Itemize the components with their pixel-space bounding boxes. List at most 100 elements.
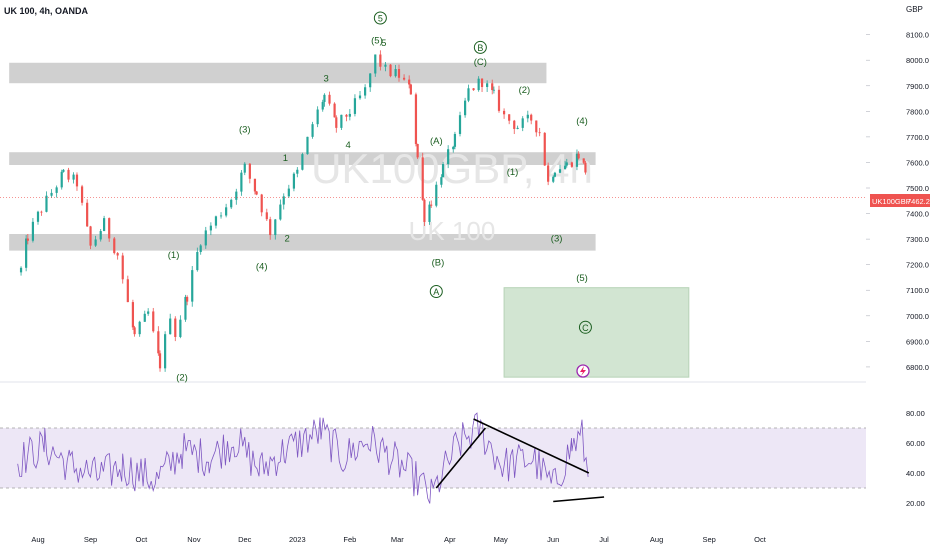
candle-body bbox=[55, 187, 58, 193]
candle-body bbox=[287, 188, 290, 197]
symbol-title: UK 100, 4h, OANDA bbox=[4, 6, 89, 16]
candle-body bbox=[26, 238, 29, 241]
candle-body bbox=[547, 165, 550, 182]
candle-body bbox=[526, 114, 529, 119]
candle-body bbox=[497, 89, 501, 111]
candle-body bbox=[538, 132, 541, 134]
candle-body bbox=[389, 64, 392, 77]
rsi-tick-label: 60.00 bbox=[906, 439, 925, 448]
wave-label: 1 bbox=[283, 153, 288, 164]
wave-label: (1) bbox=[507, 167, 519, 178]
candle-body bbox=[486, 83, 489, 87]
candle-body bbox=[584, 162, 587, 173]
candle-body bbox=[253, 178, 257, 192]
candle-body bbox=[133, 327, 136, 335]
time-tick-label: Nov bbox=[187, 535, 201, 544]
candle-body bbox=[364, 87, 367, 96]
price-tick-label: 8100.0 bbox=[906, 31, 929, 40]
candle-body bbox=[558, 169, 562, 173]
wave-label: (A) bbox=[430, 136, 443, 147]
candle-body bbox=[157, 331, 160, 354]
time-tick-label: May bbox=[494, 535, 508, 544]
candle-body bbox=[477, 78, 480, 91]
candle-body bbox=[204, 230, 207, 246]
candle-body bbox=[440, 177, 443, 185]
candle-body bbox=[19, 267, 23, 273]
candle-body bbox=[530, 114, 533, 121]
candle-body bbox=[384, 64, 387, 67]
candle-body bbox=[416, 143, 419, 158]
rsi-band bbox=[0, 428, 866, 488]
candle-body bbox=[311, 124, 314, 137]
candle-body bbox=[282, 196, 285, 205]
candle-body bbox=[164, 334, 167, 369]
wave-label: (1) bbox=[168, 250, 180, 261]
candle-body bbox=[492, 89, 496, 91]
candle-body bbox=[219, 215, 223, 217]
price-tick-label: 8000.0 bbox=[906, 56, 929, 65]
candle-body bbox=[169, 318, 172, 335]
candle-body bbox=[441, 164, 445, 178]
candle-body bbox=[255, 191, 258, 195]
candle-body bbox=[269, 219, 272, 236]
candle-body bbox=[184, 296, 187, 320]
candle-body bbox=[421, 157, 424, 200]
time-tick-label: Jul bbox=[599, 535, 609, 544]
wave-label: 4 bbox=[346, 140, 351, 151]
candle-body bbox=[428, 204, 431, 222]
wave-label: B bbox=[477, 43, 483, 53]
candle-body bbox=[502, 110, 506, 115]
candle-body bbox=[535, 120, 538, 133]
candle-body bbox=[147, 311, 150, 314]
candle-body bbox=[435, 184, 438, 206]
candle-body bbox=[50, 192, 53, 196]
candle-body bbox=[292, 173, 296, 189]
wave-label: (4) bbox=[256, 261, 268, 272]
candle-body bbox=[463, 100, 467, 116]
wave-label-circle bbox=[373, 11, 387, 25]
watermark-name: UK 100 bbox=[409, 216, 496, 246]
candle-body bbox=[260, 194, 263, 213]
rsi-trendline bbox=[553, 496, 605, 503]
time-tick-label: Dec bbox=[238, 535, 252, 544]
price-tag: UK100GBP 7462.2 bbox=[870, 194, 930, 207]
candle-body bbox=[409, 84, 412, 95]
candle-body bbox=[40, 211, 43, 213]
candle-body bbox=[191, 270, 194, 302]
candle-body bbox=[240, 172, 243, 192]
candle-body bbox=[214, 216, 218, 226]
price-tick-label: 7300.0 bbox=[906, 235, 929, 244]
candle-body bbox=[397, 69, 401, 78]
candle-body bbox=[301, 154, 304, 170]
wave-label: (5) bbox=[371, 35, 383, 46]
candle-body bbox=[321, 101, 324, 110]
candle-body bbox=[374, 54, 377, 74]
candle-body bbox=[158, 353, 162, 369]
wave-label: (3) bbox=[239, 125, 251, 136]
target-box-layer bbox=[503, 287, 690, 378]
candle-body bbox=[508, 114, 511, 121]
candle-body bbox=[179, 319, 182, 337]
candle-body bbox=[480, 78, 484, 87]
candle-body bbox=[243, 163, 246, 173]
target-box bbox=[503, 287, 690, 378]
resistance-zone bbox=[9, 234, 596, 251]
candle-body bbox=[99, 231, 102, 240]
candle-body bbox=[333, 103, 336, 118]
rsi-tick-label: 80.00 bbox=[906, 409, 925, 418]
wave-label: (C) bbox=[474, 57, 487, 68]
rsi-tick-label: 40.00 bbox=[906, 469, 925, 478]
price-tick-label: 7200.0 bbox=[906, 261, 929, 270]
price-tag-value: 7462.2 bbox=[907, 197, 930, 206]
candle-body bbox=[553, 172, 557, 177]
price-tick-label: 7500.0 bbox=[906, 184, 929, 193]
lightning-icon[interactable] bbox=[576, 364, 590, 378]
price-tick-label: 7800.0 bbox=[906, 107, 929, 116]
wave-label: 5 bbox=[378, 14, 383, 24]
rsi-tick-label: 20.00 bbox=[906, 499, 925, 508]
candle-body bbox=[369, 73, 372, 88]
candle-body bbox=[186, 296, 189, 302]
candle-body bbox=[75, 174, 79, 187]
candle-body bbox=[62, 169, 65, 172]
